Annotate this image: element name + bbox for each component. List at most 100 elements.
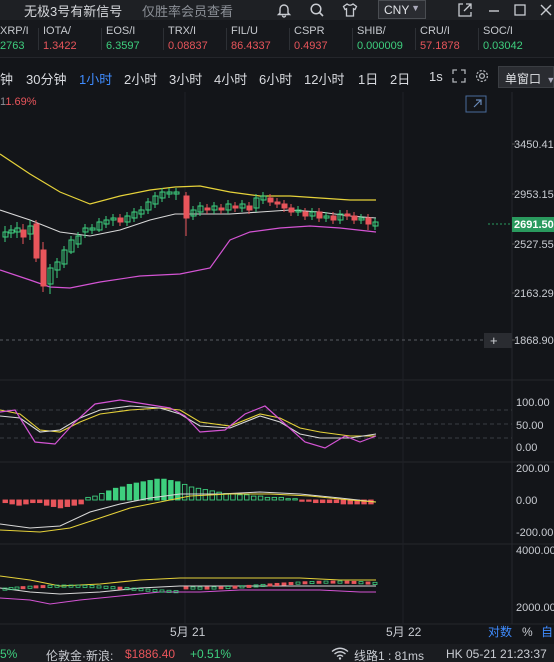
candle-body (204, 207, 211, 211)
candle-body (274, 201, 281, 205)
candle-body (239, 203, 246, 209)
period-tab[interactable]: 2小时 (124, 72, 158, 87)
ticker-item[interactable]: IOTA/1.3422 (43, 24, 77, 54)
external-link-icon[interactable] (457, 2, 473, 18)
fullscreen-icon[interactable] (452, 69, 466, 83)
log-scale-toggle[interactable]: 对数 (488, 624, 512, 639)
expand-icon (473, 99, 482, 108)
macd-histogram-bar (106, 490, 112, 501)
ticker-item[interactable]: CSPR 0.4937 (294, 24, 328, 54)
macd-histogram-bar (313, 499, 319, 504)
window-mode-select[interactable]: 单窗口 ▼ (498, 66, 554, 88)
ticker-item[interactable]: CRU/I 57.1878 (420, 24, 460, 54)
obv-candle (365, 581, 371, 585)
period-tab[interactable]: 12小时 (304, 72, 345, 87)
ticker-price: 0.4937 (294, 40, 328, 52)
period-tab[interactable]: 钟 (0, 72, 14, 87)
macd-tick-label: 200.00 (516, 463, 550, 475)
macd-histogram-bar (43, 499, 50, 506)
bell-icon[interactable] (276, 2, 292, 18)
expand-icon-frame (465, 95, 487, 113)
candle-body (358, 217, 365, 221)
close-icon[interactable] (538, 2, 554, 18)
period-tab[interactable]: 3小时 (169, 72, 203, 87)
obv-candle (323, 580, 329, 584)
candle-body (96, 221, 103, 231)
macd-histogram-bar (161, 478, 167, 501)
ticker-name: SOC/I (483, 25, 513, 37)
kdj-tick-label: 50.00 (516, 420, 544, 432)
percent-scale-toggle[interactable]: % (522, 625, 533, 639)
obv-candle (281, 582, 287, 586)
bollinger-upper-band (0, 153, 376, 205)
period-tab[interactable]: 4小时 (214, 72, 248, 87)
obv-candle (204, 586, 210, 590)
macd-histogram-bar (133, 482, 140, 501)
ticker-item[interactable]: FIL/U 86.4337 (231, 24, 271, 54)
auto-scale-toggle[interactable]: 自 (541, 625, 553, 639)
obv-candle (173, 590, 179, 594)
candle-body (117, 217, 124, 223)
period-tab[interactable]: 1s (429, 69, 443, 84)
ticker-name: XRP/I (0, 25, 29, 37)
macd-histogram-bar (175, 481, 181, 501)
obv-candle (20, 586, 26, 590)
obv-candle (152, 589, 158, 593)
candle-body (61, 249, 68, 265)
shirt-icon[interactable] (342, 2, 358, 18)
candle-body (190, 209, 197, 217)
gold-label[interactable]: 伦敦金·新浪: (46, 649, 114, 662)
ticker-price: 0.08837 (168, 40, 208, 52)
macd-histogram-bar (57, 499, 64, 509)
candle-body (47, 267, 54, 285)
crosshair-plus-bg (484, 333, 512, 348)
macd-histogram-bar (16, 499, 22, 506)
member-subtitle[interactable]: 仅胜率会员查看 (142, 4, 234, 19)
ticker-price: 2763 (0, 40, 25, 52)
macd-histogram-bar (271, 496, 278, 501)
candle-body (27, 225, 34, 235)
minimize-icon[interactable] (486, 2, 502, 18)
candlestick-chart[interactable]: 3450.41 2953.15 2527.55 2163.29 1868.90 +2691… (0, 92, 554, 644)
obv-candle (302, 581, 308, 585)
clock: HK 05-21 21:23:37 (446, 647, 547, 661)
signal-title[interactable]: 无极3号有新信号 (24, 4, 123, 19)
period-tab[interactable]: 2日 (390, 72, 411, 87)
obv-candle (274, 582, 280, 586)
line-latency[interactable]: 线路1 : 81ms (354, 649, 425, 662)
status-bar: 5% 伦敦金·新浪: $1886.40 +0.51% 线路1 : 81ms HK… (0, 644, 554, 662)
currency-select[interactable]: CNY ▼ (378, 0, 426, 19)
obv-candle (89, 585, 95, 589)
ticker-name: EOS/I (106, 25, 136, 37)
kdj-tick-label: 100.00 (516, 397, 550, 409)
settings-icon[interactable] (475, 69, 489, 83)
period-tab[interactable]: 1小时 (79, 72, 113, 87)
candle-body (218, 207, 225, 211)
chevron-down-icon: ▼ (411, 3, 420, 13)
obv-tick-label: 4000.00 (516, 545, 554, 557)
ticker-item[interactable]: SHIB/0.000009 (357, 24, 403, 54)
ticker-item[interactable]: TRX/I 0.08837 (168, 24, 208, 54)
obv-upper-line (0, 575, 376, 587)
ticker-item[interactable]: EOS/I 6.3597 (106, 24, 140, 54)
search-icon[interactable] (309, 2, 325, 18)
obv-candle (27, 585, 33, 589)
gold-price: $1886.40 (125, 647, 176, 661)
macd-histogram-bar (278, 496, 284, 501)
obv-candle (40, 585, 46, 589)
period-tab[interactable]: 1日 (358, 72, 379, 87)
candle-body (89, 227, 96, 231)
candle-body (316, 211, 323, 219)
obv-candle (337, 580, 343, 584)
obv-candle (183, 586, 189, 590)
period-tab[interactable]: 30分钟 (26, 72, 67, 87)
add-icon[interactable]: + (490, 333, 498, 348)
ticker-name: FIL/U (231, 25, 258, 37)
macd-histogram-bar (30, 499, 36, 504)
ticker-item[interactable]: XRP/I 2763 (0, 24, 29, 54)
maximize-icon[interactable] (512, 2, 528, 18)
period-tab[interactable]: 6小时 (259, 72, 293, 87)
macd-histogram-bar (257, 495, 264, 501)
ticker-item[interactable]: SOC/I 0.03042 (483, 24, 523, 54)
candle-body (337, 213, 344, 221)
